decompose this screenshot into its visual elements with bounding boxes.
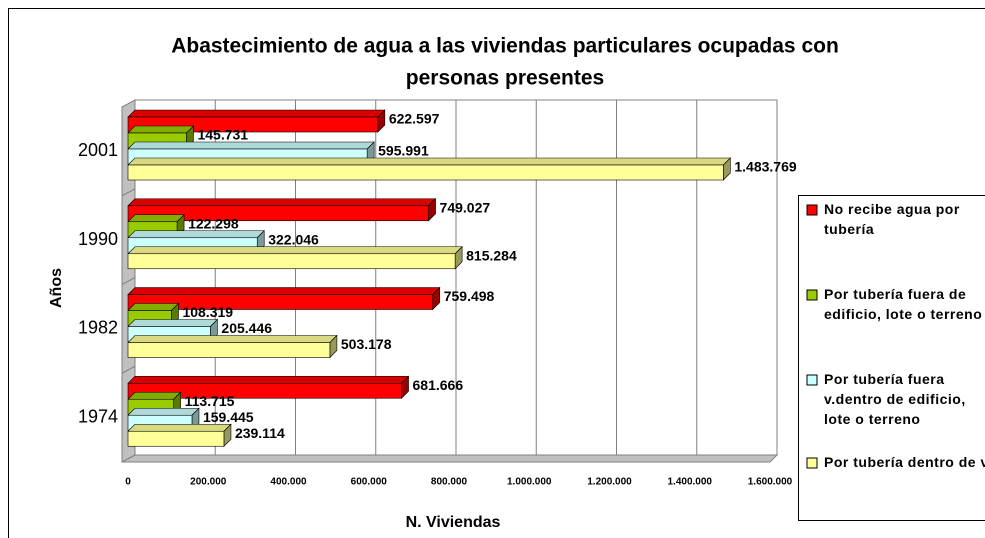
legend-label: Por tubería fuera de edificio, lote o te… [824,286,983,322]
y-tick-label: 1990 [78,229,118,249]
x-tick-label: 1.400.000 [668,477,713,488]
bar-top [127,214,185,223]
bar-top [127,423,232,432]
data-label: 108.319 [182,304,233,320]
data-label: 749.027 [440,199,491,215]
data-label: 503.178 [341,336,392,352]
data-label: 239.114 [235,425,285,441]
y-tick-label: 1974 [78,406,118,426]
data-label: 205.446 [221,320,272,336]
legend-swatch [806,289,818,301]
category-separator [121,188,136,197]
bar-top [127,391,182,400]
bar [127,246,463,270]
bar-top [127,375,410,384]
data-label: 622.597 [389,111,440,127]
bar-top [127,157,732,166]
bar-front [127,205,429,222]
bar [127,198,437,222]
x-tick-label: 0 [125,477,131,488]
chart-title: personas presentes [406,67,604,90]
category-separator [121,365,136,374]
bar-top [127,198,437,207]
data-label: 759.498 [444,288,495,304]
y-tick-label: 2001 [78,140,118,160]
bar-top [127,141,375,150]
bar-top [127,407,200,416]
data-label: 1.483.769 [734,159,796,175]
legend-box [798,195,985,521]
data-label: 815.284 [466,247,517,263]
bar-top [127,287,441,295]
x-axis-label: N. Viviendas [406,514,501,531]
bar-front [127,253,456,270]
bar-front [127,342,331,358]
data-label: 113.715 [185,393,235,409]
bar [127,157,732,181]
bar-top [127,335,338,343]
x-tick-label: 1.000.000 [507,477,552,488]
bar-top [127,319,219,327]
bar-front [127,382,402,399]
legend-swatch [806,204,818,216]
bar [127,423,232,447]
data-label: 145.731 [197,127,248,143]
legend-swatch [806,457,818,469]
bar-front [127,294,434,310]
bar [127,286,441,311]
bar-top [127,303,180,311]
legend-swatch [806,374,818,386]
legend-label: No recibe agua por tubería [824,201,960,237]
y-axis-label: Años [48,268,65,308]
x-tick-label: 1.200.000 [587,477,632,488]
bar-top [127,230,265,239]
y-tick-label: 1982 [78,318,118,338]
data-label: 159.445 [203,409,254,425]
floor [121,454,779,463]
bar-front [127,430,225,447]
data-label: 595.991 [378,143,429,159]
legend-label: Por tubería dentro de v. [824,454,985,470]
bar-front [127,164,724,181]
bar-top [127,125,195,134]
x-tick-label: 400.000 [270,477,307,488]
x-tick-label: 800.000 [431,477,468,488]
x-tick-label: 1.600.000 [748,477,793,488]
x-tick-label: 200.000 [190,477,227,488]
bar-top [127,246,463,255]
data-label: 122.298 [188,215,239,231]
data-label: 681.666 [413,377,464,393]
chart-title: Abastecimiento de agua a las viviendas p… [171,35,839,58]
x-tick-label: 600.000 [351,477,388,488]
legend-label: Por tubería fuera v.dentro de edificio, … [824,371,966,427]
bar [127,375,410,399]
bar [127,334,338,359]
data-label: 322.046 [268,231,319,247]
category-separator [121,277,136,285]
bar-top [127,109,386,118]
